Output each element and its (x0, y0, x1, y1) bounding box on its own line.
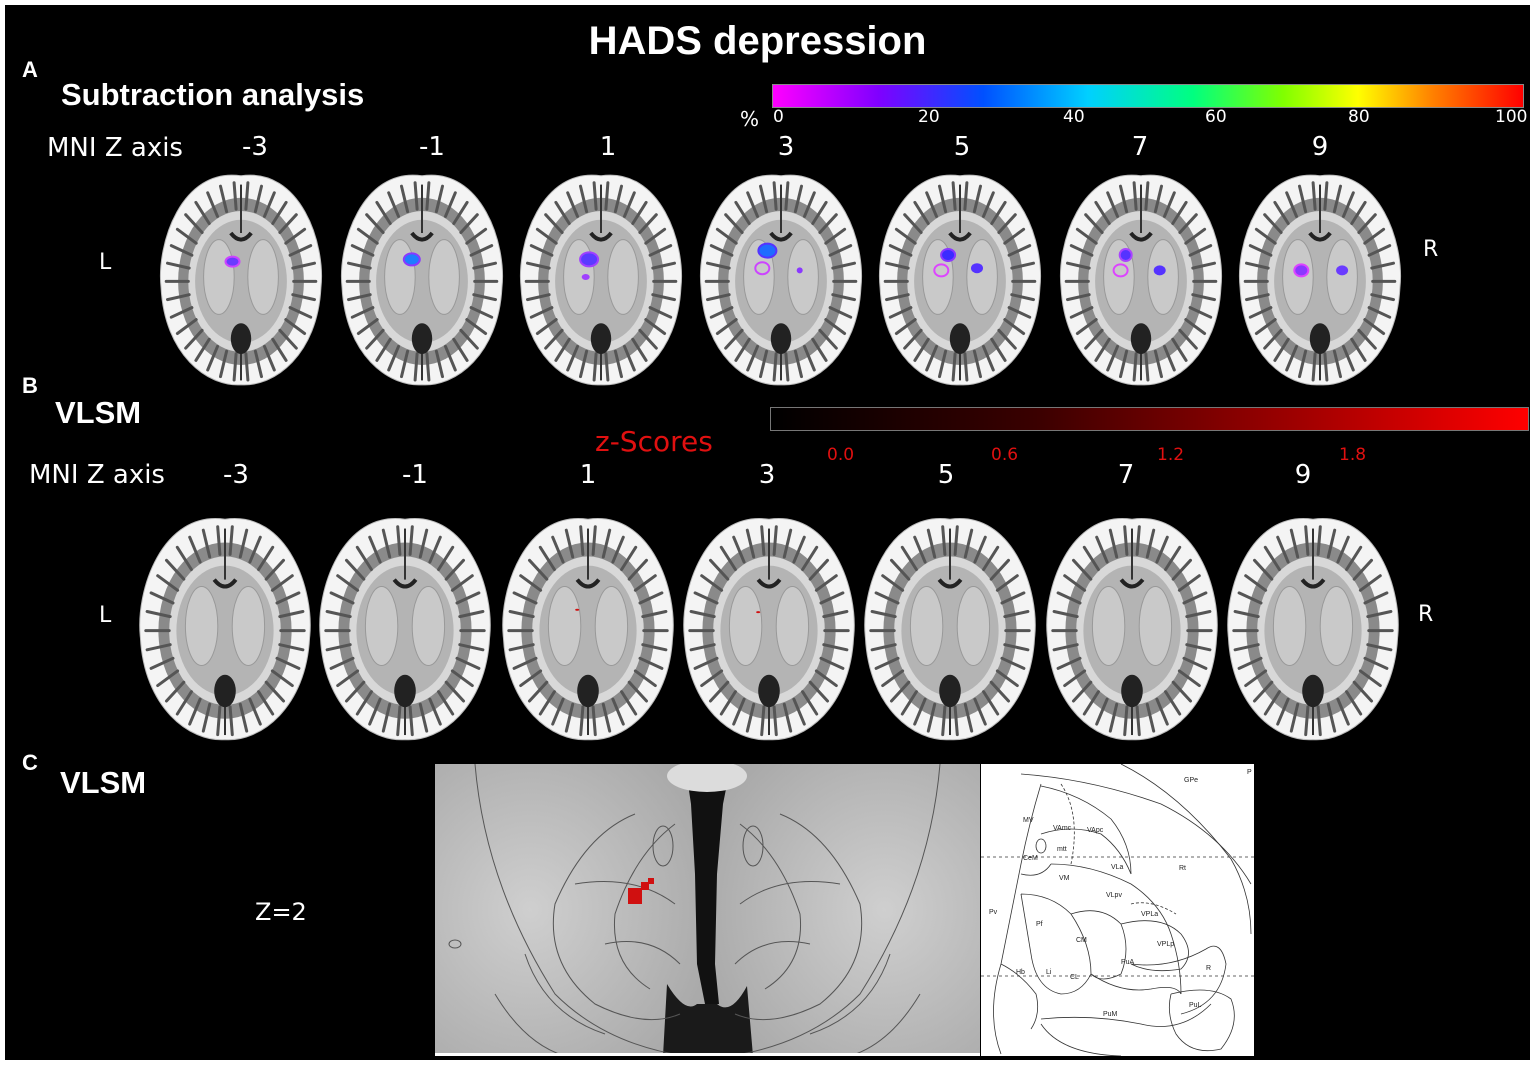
panel-a-brain-slice-6 (1238, 174, 1402, 386)
panel-b-heading: VLSM (55, 395, 142, 430)
colorbar-a-tick-1: 20 (918, 107, 940, 127)
panel-b-brain-slice-0 (139, 518, 311, 741)
panel-a-slice-label-0: -3 (242, 132, 268, 162)
panel-a-slice-label-3: 3 (777, 132, 795, 162)
atlas-label-cm: CM (1076, 937, 1087, 944)
colorbar-a-tick-2: 40 (1063, 107, 1085, 127)
panel-a-brain-slice-4 (878, 174, 1042, 386)
panel-a-slice-label-2: 1 (599, 132, 617, 162)
panel-b-brain-slice-6 (1227, 518, 1399, 741)
colorbar-a (772, 84, 1524, 108)
panel-c-z-label: Z=2 (255, 898, 307, 926)
colorbar-b (770, 407, 1529, 431)
panel-a-slice-label-5: 7 (1131, 132, 1149, 162)
panel-b-brain-slice-3 (683, 518, 855, 741)
atlas-label-gpe: GPe (1184, 777, 1198, 784)
colorbar-a-tick-5: 100 (1495, 107, 1528, 127)
lesion-cluster (628, 888, 642, 904)
panel-c-heading: VLSM (60, 765, 147, 800)
panel-b-slice-label-4: 5 (937, 460, 955, 490)
colorbar-a-unit: % (740, 107, 760, 131)
colorbar-a-tick-4: 80 (1348, 107, 1370, 127)
atlas-label-vpla: VPLa (1141, 911, 1158, 918)
atlas-label-hb: Hb (1016, 969, 1025, 976)
colorbar-b-tick-2: 1.2 (1157, 445, 1185, 465)
colorbar-b-label: z-Scores (595, 425, 713, 458)
atlas-label-p: P (1247, 769, 1252, 776)
atlas-label-li: Li (1046, 969, 1052, 976)
atlas-label-rt: Rt (1179, 865, 1186, 872)
atlas-label-mtt: mtt (1057, 846, 1067, 853)
panel-a-brain-slice-5 (1059, 174, 1223, 386)
atlas-label-cem: CeM (1023, 855, 1038, 862)
figure: HADS depression A Subtraction analysis %… (5, 5, 1530, 1060)
atlas-label-pul: PuL (1189, 1002, 1202, 1009)
panel-b-slice-label-1: -1 (402, 460, 428, 490)
panel-b-slice-label-6: 9 (1294, 460, 1312, 490)
panel-b-slice-label-0: -3 (223, 460, 249, 490)
atlas-label-cl: CL (1070, 974, 1079, 981)
panel-a-heading: Subtraction analysis (61, 77, 365, 112)
panel-b-left-label: L (99, 603, 112, 628)
thalamus-atlas-diagram: GPe MV VAmc VApc mtt CeM VM VLa VLpv Rt VPLa Pv Pf CM… (981, 764, 1254, 1056)
panel-a-slice-label-4: 5 (953, 132, 971, 162)
atlas-label-pum: PuM (1103, 1011, 1118, 1018)
atlas-label-vlpv: VLpv (1106, 892, 1122, 899)
panel-b-brain-slice-4 (864, 518, 1036, 741)
colorbar-a-tick-0: 0 (773, 107, 784, 127)
panel-a-brain-slice-2 (519, 174, 683, 386)
panel-a-axis-label: MNI Z axis (47, 133, 183, 163)
panel-a-right-label: R (1423, 237, 1439, 262)
panel-a-left-label: L (99, 250, 112, 275)
colorbar-a-tick-3: 60 (1205, 107, 1227, 127)
atlas-label-vapc: VApc (1087, 827, 1104, 834)
atlas-label-pf: Pf (1036, 921, 1043, 928)
atlas-label-pv: Pv (989, 909, 998, 916)
panel-b-letter: B (22, 373, 38, 398)
panel-a-letter: A (22, 57, 38, 82)
panel-a-slice-label-1: -1 (419, 132, 445, 162)
atlas-label-vamc: VAmc (1053, 825, 1072, 832)
panel-c-letter: C (22, 750, 38, 775)
atlas-label-pua: PuA (1121, 959, 1135, 966)
panel-b-slice-label-5: 7 (1117, 460, 1135, 490)
panel-b-brain-slice-1 (319, 518, 491, 741)
panel-a-brain-slice-1 (340, 174, 504, 386)
colorbar-b-tick-0: 0.0 (827, 445, 855, 465)
panel-b-brain-slice-2 (502, 518, 674, 741)
panel-b-axis-label: MNI Z axis (29, 460, 165, 490)
panel-b-brain-slice-5 (1046, 518, 1218, 741)
panel-a-brain-slice-0 (159, 174, 323, 386)
colorbar-b-tick-3: 1.8 (1339, 445, 1367, 465)
panel-b-right-label: R (1418, 602, 1434, 627)
colorbar-b-tick-1: 0.6 (991, 445, 1019, 465)
thalamus-zoom-image (435, 764, 980, 1056)
panel-a-brain-slice-3 (699, 174, 863, 386)
atlas-label-vm: VM (1059, 875, 1070, 882)
atlas-label-vplp: VPLp (1157, 941, 1174, 948)
panel-b-slice-label-2: 1 (579, 460, 597, 490)
atlas-label-r: R (1206, 965, 1211, 972)
figure-title: HADS depression (588, 19, 927, 63)
panel-b-slice-label-3: 3 (758, 460, 776, 490)
atlas-label-vla: VLa (1111, 864, 1124, 871)
atlas-label-mv: MV (1023, 817, 1034, 824)
panel-a-slice-label-6: 9 (1311, 132, 1329, 162)
